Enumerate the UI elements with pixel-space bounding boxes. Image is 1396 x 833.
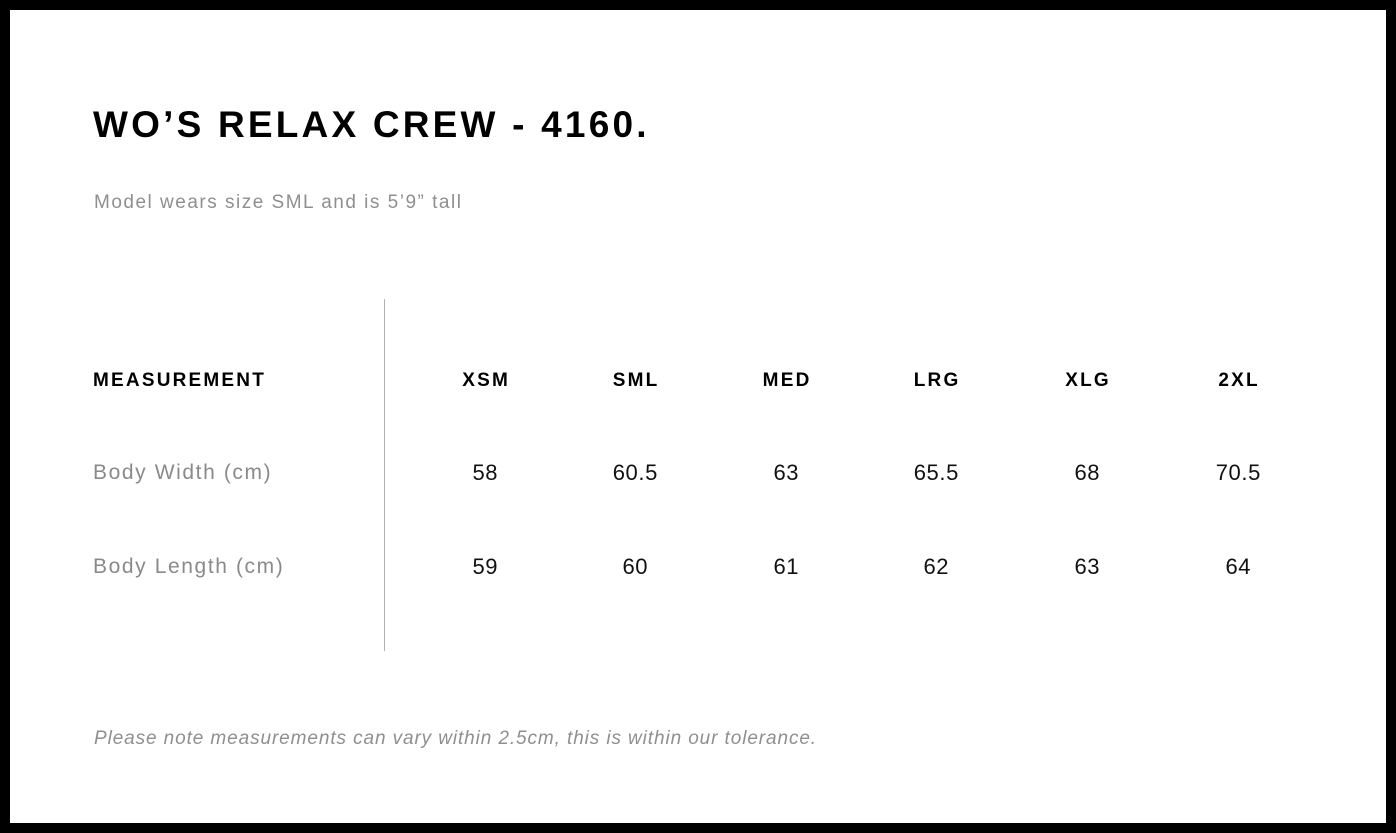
tolerance-footnote: Please note measurements can vary within… [94,728,817,749]
cell-body-width-xsm: 58 [472,460,499,485]
model-info-subtitle: Model wears size SML and is 5’9” tall [94,192,463,213]
page-title: WO’S RELAX CREW - 4160. [93,104,650,145]
cell-body-length-2xl: 64 [1225,554,1252,579]
cell-body-length-lrg: 62 [923,554,950,579]
table-vertical-divider [384,299,385,651]
cell-body-length-med: 61 [773,554,800,579]
cell-body-width-lrg: 65.5 [913,460,959,485]
cell-body-width-2xl: 70.5 [1215,460,1261,485]
column-header-lrg: LRG [913,370,961,391]
size-chart-inner: WO’S RELAX CREW - 4160. Model wears size… [10,10,1386,823]
column-header-measurement: MEASUREMENT [93,370,267,391]
table-row: Body Length (cm) 59 60 61 62 63 64 [10,552,1386,582]
cell-body-width-med: 63 [773,460,800,485]
column-header-sml: SML [612,370,660,391]
column-header-xlg: XLG [1065,370,1111,391]
row-label-body-length: Body Length (cm) [93,555,285,578]
row-label-body-width: Body Width (cm) [93,461,273,484]
cell-body-width-xlg: 68 [1074,460,1101,485]
cell-body-width-sml: 60.5 [612,460,658,485]
column-header-xsm: XSM [462,370,510,391]
cell-body-length-xlg: 63 [1074,554,1101,579]
table-row: Body Width (cm) 58 60.5 63 65.5 68 70.5 [10,458,1386,488]
cell-body-length-sml: 60 [622,554,649,579]
column-header-med: MED [762,370,812,391]
cell-body-length-xsm: 59 [472,554,499,579]
column-header-2xl: 2XL [1218,370,1260,391]
table-header-row: MEASUREMENT XSM SML MED LRG XLG 2XL [10,366,1386,396]
